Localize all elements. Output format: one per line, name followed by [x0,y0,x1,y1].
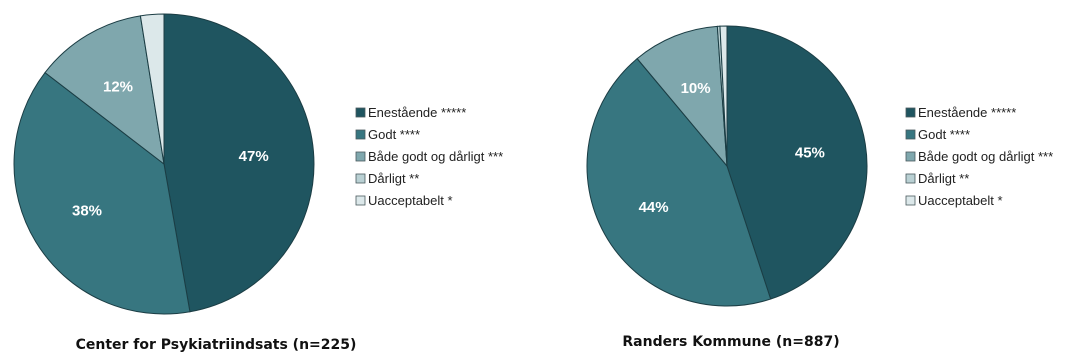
legend-label-enestaende: Enestående ***** [368,105,466,120]
legend-swatch-bade-godt-og-darligt [355,151,366,162]
legend-swatch-godt [905,129,916,140]
legend-label-bade-godt-og-darligt: Både godt og dårligt *** [368,149,503,164]
legend-swatch-enestaende [355,107,366,118]
chart-title: Center for Psykiatriindsats (n=225) [76,337,357,353]
legend-swatch-bade-godt-og-darligt [905,151,916,162]
legend-swatch-darligt [905,173,916,184]
pie-slice-bade-godt-og-darligt [636,25,728,168]
legend-label-uacceptabelt: Uacceptabelt * [918,193,1003,208]
data-label-enestaende: 45% [795,145,825,162]
legend-swatch-darligt [355,173,366,184]
legend-label-godt: Godt **** [368,127,420,142]
legend-label-enestaende: Enestående ***** [918,105,1016,120]
legend-swatch-enestaende [905,107,916,118]
legend-swatch-uacceptabelt [905,195,916,206]
legend-label-darligt: Dårligt ** [918,171,969,186]
data-label-godt: 44% [639,199,669,216]
pie-slice-uacceptabelt [139,13,165,165]
pie-slice-godt [586,57,772,307]
legend-label-uacceptabelt: Uacceptabelt * [368,193,453,208]
pie-chart-center-for-psykiatriindsats: 47% 38% 12% Enestående ***** Godt **** Både g… [13,13,503,353]
legend-label-bade-godt-og-darligt: Både godt og dårligt *** [918,149,1053,164]
data-label-godt: 38% [72,203,102,220]
legend-label-godt: Godt **** [918,127,970,142]
data-label-bade-godt-og-darligt: 10% [681,80,711,97]
pie-slice-godt [13,71,191,315]
pie-slice-enestaende [163,13,315,313]
legend-swatch-godt [355,129,366,140]
data-label-bade-godt-og-darligt: 12% [103,79,133,96]
chart-title: Randers Kommune (n=887) [622,334,839,350]
pie-slice-enestaende [726,25,868,300]
pie-chart-randers-kommune: 45% 44% 10% Enestående ***** Godt **** Både g… [586,25,1053,350]
data-label-enestaende: 47% [239,148,269,165]
pie-slice-uacceptabelt [719,25,728,167]
legend-label-darligt: Dårligt ** [368,171,419,186]
pie-slice-bade-godt-og-darligt [44,15,165,166]
legend-swatch-uacceptabelt [355,195,366,206]
